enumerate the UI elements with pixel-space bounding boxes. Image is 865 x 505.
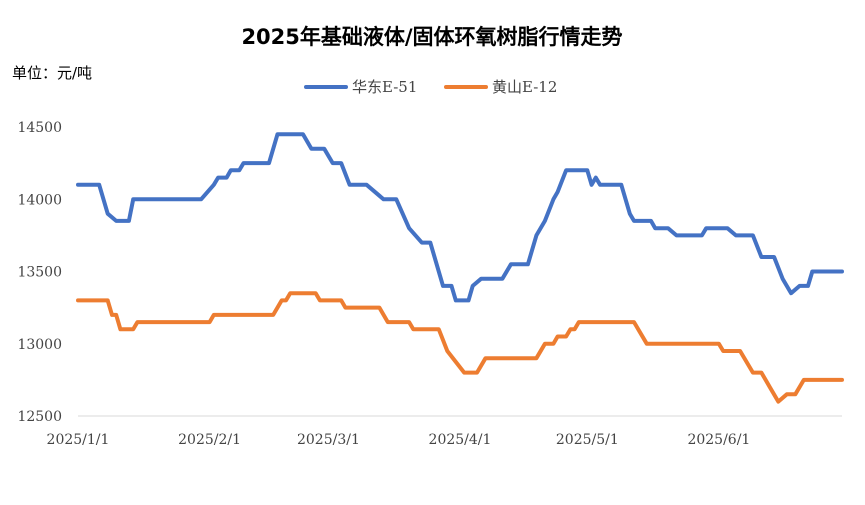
series-layer [76, 132, 844, 404]
x-tick-label: 2025/4/1 [429, 432, 492, 448]
x-tick-label: 2025/1/1 [47, 432, 110, 448]
series-line-2 [76, 291, 844, 404]
legend-label-series-1: 华东E-51 [352, 78, 417, 96]
y-tick-label: 13000 [17, 337, 62, 353]
chart-title: 2025年基础液体/固体环氧树脂行情走势 [241, 25, 622, 49]
y-tick-label: 13500 [17, 265, 62, 281]
unit-label: 单位：元/吨 [12, 64, 92, 82]
x-tick-label: 2025/2/1 [178, 432, 241, 448]
y-tick-label: 12500 [17, 409, 62, 425]
series-line-1 [76, 132, 844, 303]
x-tick-label: 2025/3/1 [297, 432, 360, 448]
x-tick-label: 2025/5/1 [556, 432, 619, 448]
y-tick-label: 14500 [17, 120, 62, 136]
legend: 华东E-51 黄山E-12 [304, 78, 557, 96]
y-tick-label: 14000 [17, 192, 62, 208]
x-axis-ticks: 2025/1/1 2025/2/1 2025/3/1 2025/4/1 2025/5/1… [47, 432, 751, 448]
legend-label-series-2: 黄山E-12 [492, 78, 557, 96]
x-tick-label: 2025/6/1 [687, 432, 750, 448]
y-axis-ticks: 12500 13000 13500 14000 14500 [17, 120, 62, 425]
